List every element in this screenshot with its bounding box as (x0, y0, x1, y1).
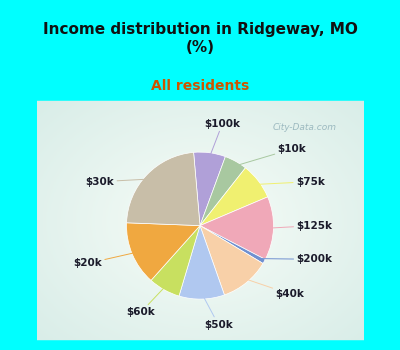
Text: $200k: $200k (259, 254, 332, 264)
Text: $50k: $50k (202, 293, 233, 330)
Wedge shape (151, 226, 200, 296)
Wedge shape (200, 226, 263, 295)
Wedge shape (126, 152, 200, 226)
Text: City-Data.com: City-Data.com (272, 123, 336, 132)
Wedge shape (126, 223, 200, 280)
Wedge shape (179, 226, 224, 299)
Text: $125k: $125k (268, 220, 332, 231)
Text: $10k: $10k (233, 144, 306, 167)
Text: $30k: $30k (86, 177, 151, 187)
Wedge shape (200, 197, 274, 259)
Text: $60k: $60k (126, 285, 167, 317)
Wedge shape (200, 156, 246, 226)
Text: All residents: All residents (151, 79, 249, 93)
Text: $100k: $100k (204, 119, 240, 159)
Text: Income distribution in Ridgeway, MO
(%): Income distribution in Ridgeway, MO (%) (42, 22, 358, 55)
Text: $75k: $75k (254, 177, 325, 187)
Wedge shape (194, 152, 225, 226)
Text: $40k: $40k (243, 278, 304, 299)
Wedge shape (200, 226, 265, 264)
Wedge shape (200, 168, 268, 226)
Text: $20k: $20k (73, 252, 138, 268)
